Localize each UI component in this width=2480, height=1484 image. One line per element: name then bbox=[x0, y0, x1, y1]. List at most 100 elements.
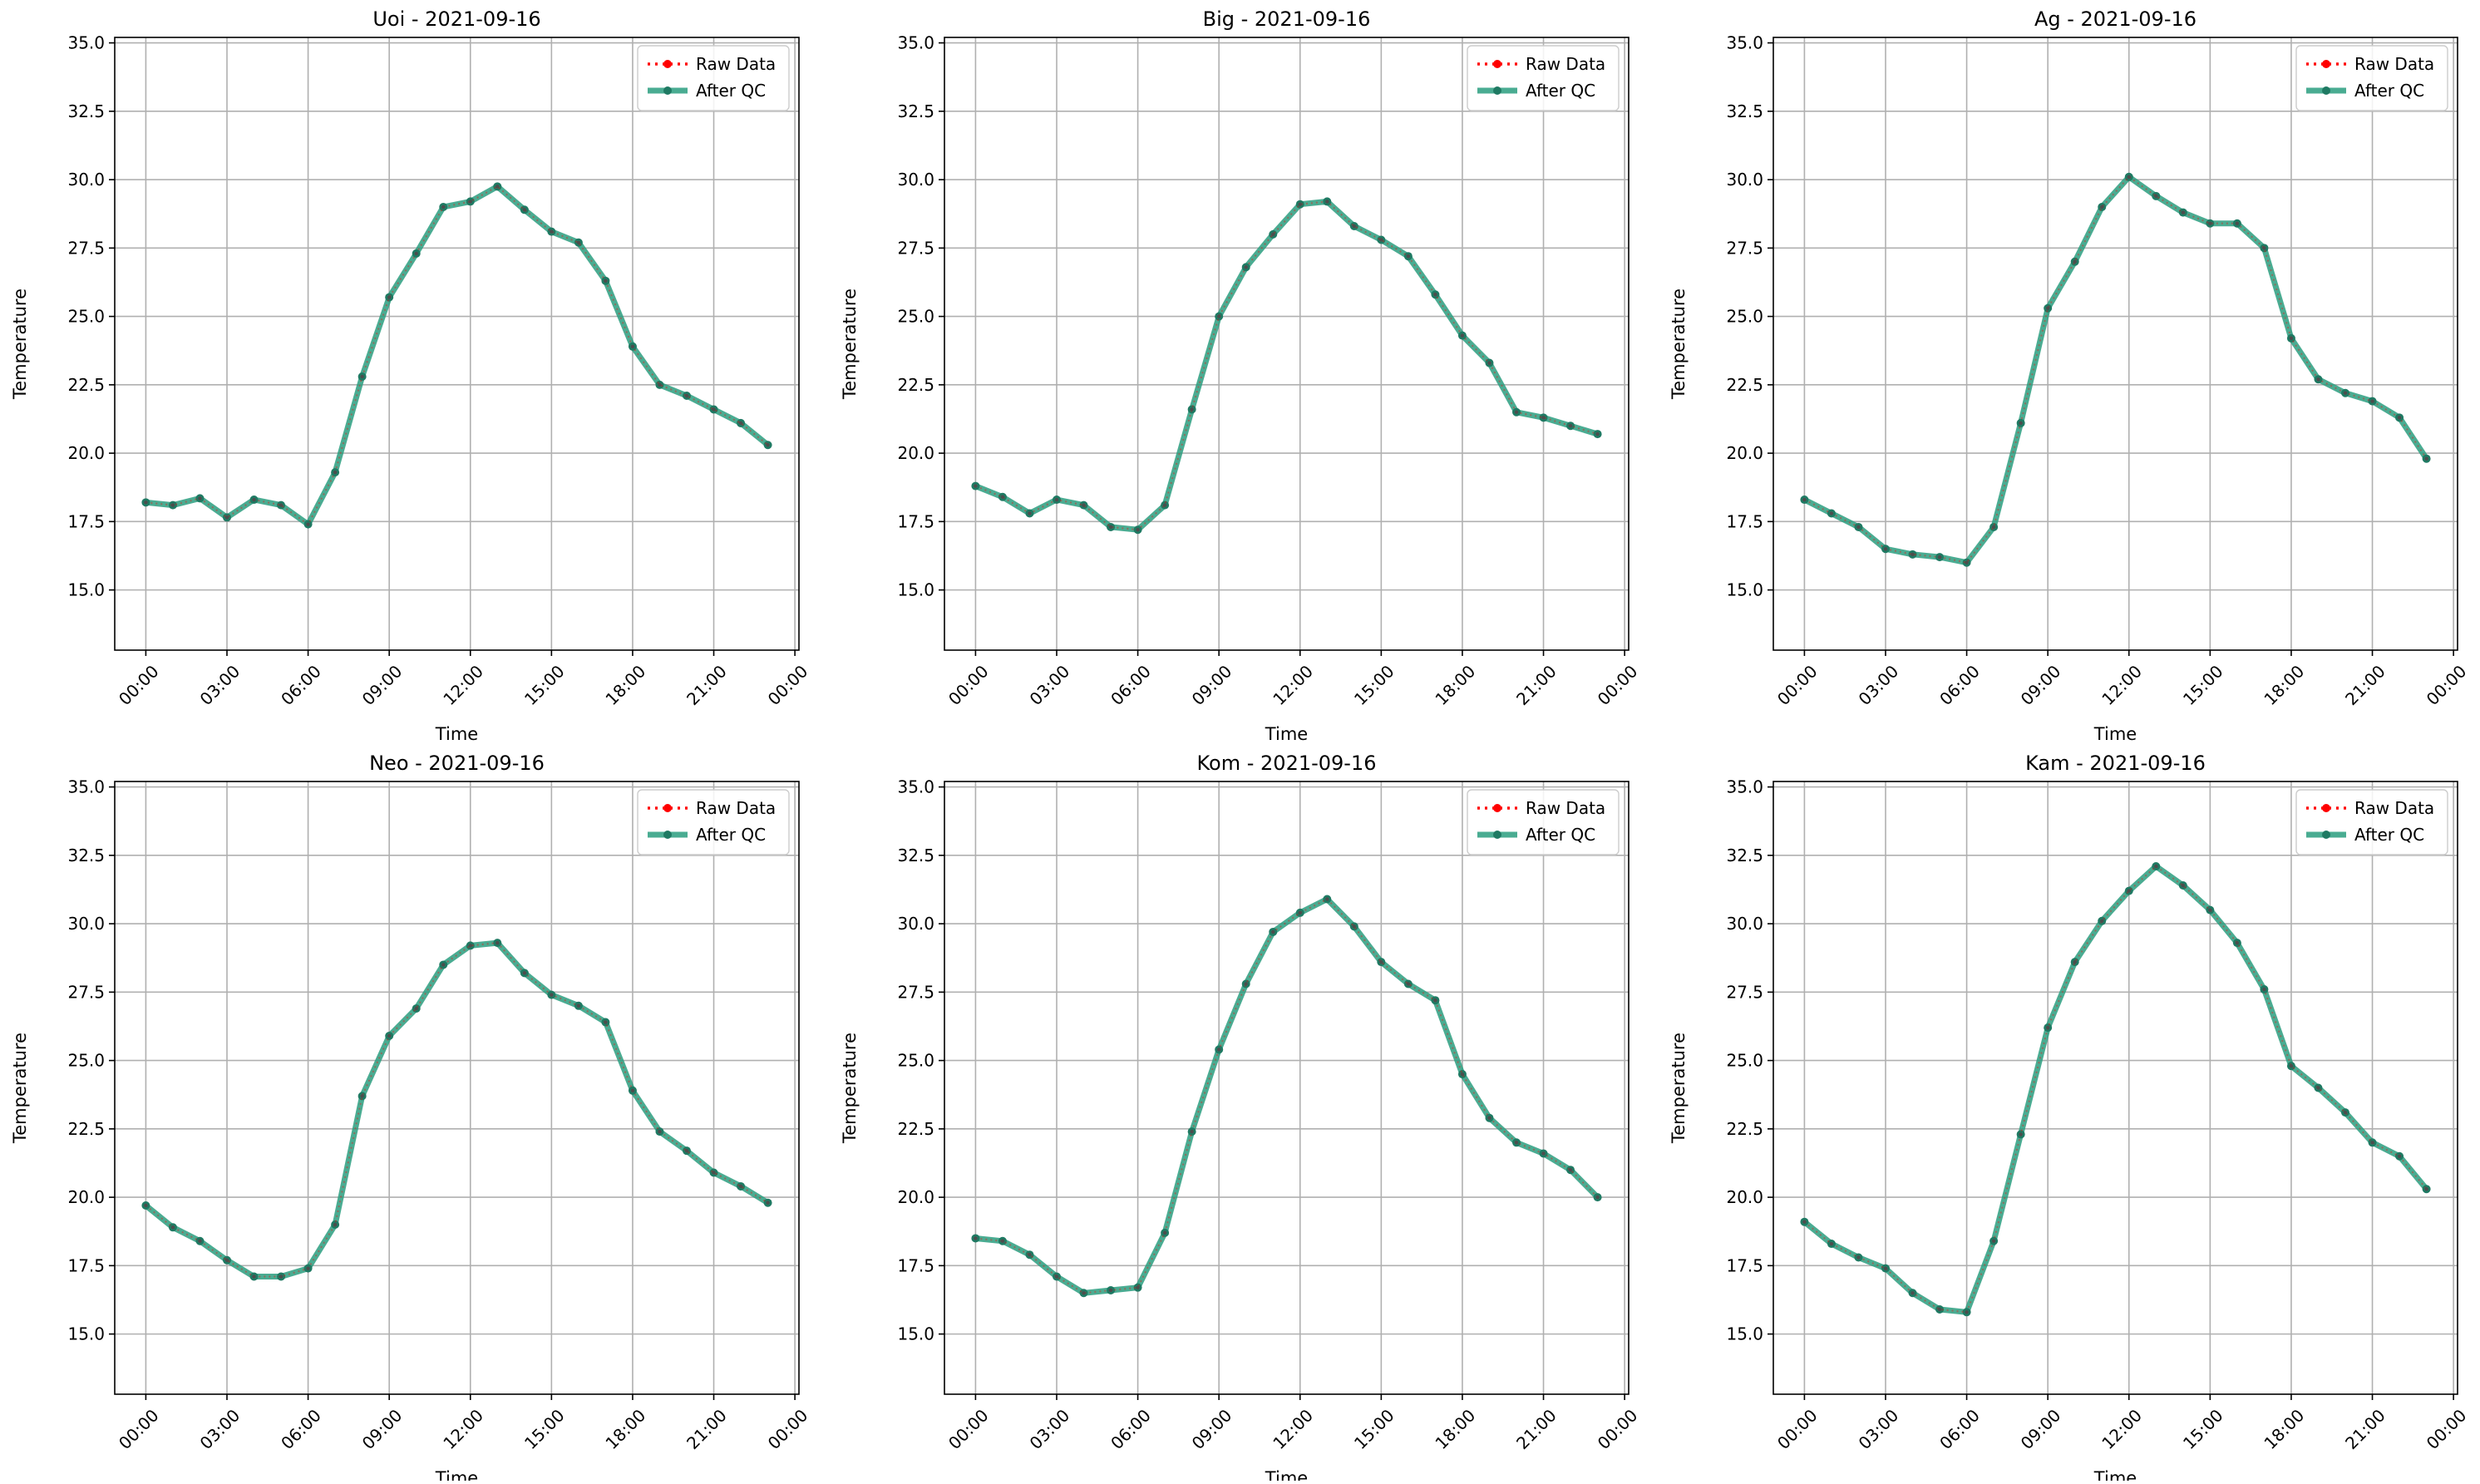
raw-data-point bbox=[306, 1266, 310, 1270]
y-tick-label: 32.5 bbox=[897, 101, 934, 121]
legend-after-qc-label: After QC bbox=[2354, 81, 2424, 101]
raw-data-point bbox=[2370, 1141, 2374, 1145]
raw-data-point bbox=[306, 522, 310, 526]
legend-raw-data-label: Raw Data bbox=[2354, 54, 2434, 74]
raw-data-point bbox=[684, 393, 689, 398]
x-tick-label: 12:00 bbox=[1269, 661, 1317, 709]
raw-data-point bbox=[712, 407, 716, 412]
x-tick-label: 03:00 bbox=[1026, 661, 1074, 709]
x-tick-label: 09:00 bbox=[2017, 1405, 2065, 1453]
raw-data-point bbox=[1595, 431, 1600, 436]
x-tick-label: 03:00 bbox=[1026, 1405, 1074, 1453]
raw-data-point bbox=[604, 279, 608, 283]
x-tick-label: 15:00 bbox=[2179, 661, 2227, 709]
raw-data-point bbox=[2181, 883, 2186, 888]
x-tick-label: 09:00 bbox=[1188, 661, 1236, 709]
x-tick-label: 18:00 bbox=[601, 1405, 649, 1453]
x-tick-label: 09:00 bbox=[358, 661, 407, 709]
x-tick-label: 06:00 bbox=[1107, 1405, 1155, 1453]
raw-data-point bbox=[198, 496, 202, 500]
raw-data-point bbox=[1937, 1307, 1942, 1312]
raw-data-point bbox=[441, 205, 446, 210]
raw-data-point bbox=[144, 1203, 148, 1208]
series-after-qc-line bbox=[975, 896, 1600, 1296]
raw-data-point bbox=[1829, 511, 1834, 515]
legend-after-qc-label: After QC bbox=[1526, 825, 1595, 845]
legend-after-qc-label: After QC bbox=[1526, 81, 1595, 101]
plot-area bbox=[1773, 781, 2458, 1394]
x-tick-label: 03:00 bbox=[1855, 661, 1903, 709]
legend-raw-data-marker bbox=[2322, 60, 2330, 68]
y-tick-label: 27.5 bbox=[897, 238, 934, 258]
legend-after-qc-marker bbox=[663, 86, 672, 95]
raw-data-point bbox=[1244, 982, 1248, 986]
raw-data-point bbox=[2127, 175, 2131, 179]
raw-data-point bbox=[1433, 293, 1437, 297]
raw-data-point bbox=[1460, 333, 1465, 338]
raw-data-point bbox=[1054, 1274, 1059, 1279]
raw-data-point bbox=[576, 1003, 581, 1008]
raw-data-point bbox=[1856, 1255, 1861, 1260]
y-tick-label: 25.0 bbox=[67, 307, 105, 327]
raw-data-point bbox=[1028, 511, 1032, 515]
raw-data-point bbox=[2045, 306, 2050, 310]
y-tick-label: 22.5 bbox=[897, 375, 934, 395]
y-tick-label: 25.0 bbox=[67, 1051, 105, 1071]
y-tick-label: 30.0 bbox=[1726, 170, 1763, 190]
raw-data-point bbox=[2316, 1086, 2320, 1090]
y-tick-label: 15.0 bbox=[897, 580, 934, 600]
plot-area bbox=[115, 37, 799, 650]
x-tick-label: 15:00 bbox=[1350, 661, 1398, 709]
x-tick-label: 06:00 bbox=[1935, 661, 1984, 709]
subplot-6: 00:00 03:00 06:00 09:00 12:00 15:00 18:00 21:00… bbox=[1669, 752, 2470, 1484]
y-tick-label: 25.0 bbox=[897, 307, 934, 327]
raw-data-point bbox=[496, 185, 500, 189]
grid bbox=[115, 37, 799, 650]
series-after-qc-line bbox=[144, 939, 770, 1279]
x-tick-label: 00:00 bbox=[1594, 661, 1642, 709]
raw-data-point bbox=[279, 503, 283, 507]
legend-after-qc-label: After QC bbox=[696, 81, 766, 101]
raw-data-point bbox=[1190, 1129, 1194, 1134]
raw-data-point bbox=[224, 515, 229, 520]
x-tick-label: 00:00 bbox=[2423, 661, 2471, 709]
y-tick-label: 27.5 bbox=[67, 238, 105, 258]
raw-data-point bbox=[360, 1094, 364, 1098]
x-tick-label: 21:00 bbox=[683, 1405, 731, 1453]
y-tick-label: 32.5 bbox=[67, 846, 105, 865]
raw-data-point bbox=[2045, 1025, 2050, 1030]
x-tick-label: 00:00 bbox=[1773, 1405, 1822, 1453]
raw-data-point bbox=[1514, 410, 1519, 414]
y-tick-label: 35.0 bbox=[897, 777, 934, 797]
series-after-qc-line bbox=[974, 198, 1599, 533]
raw-data-point bbox=[550, 993, 554, 997]
y-tick-label: 25.0 bbox=[1726, 1051, 1763, 1071]
y-tick-label: 25.0 bbox=[1726, 307, 1763, 327]
x-tick-label: 09:00 bbox=[1188, 1405, 1236, 1453]
raw-data-point bbox=[1829, 1241, 1834, 1246]
legend: Raw Data After QC bbox=[637, 789, 790, 855]
raw-data-point bbox=[224, 1258, 229, 1262]
series-after-qc-line bbox=[145, 183, 770, 528]
x-tick-label: 00:00 bbox=[764, 661, 812, 709]
series-raw-data-line bbox=[1803, 175, 2428, 564]
legend: Raw Data After QC bbox=[1467, 45, 1620, 111]
raw-data-point bbox=[333, 1222, 338, 1227]
raw-data-point bbox=[1541, 416, 1546, 420]
raw-data-point bbox=[2019, 421, 2023, 426]
series-raw-data-line bbox=[145, 185, 769, 526]
x-tick-label: 21:00 bbox=[1512, 661, 1560, 709]
raw-data-point bbox=[1298, 202, 1302, 206]
x-tick-label: 00:00 bbox=[764, 1405, 812, 1453]
raw-data-point bbox=[2262, 246, 2266, 250]
raw-data-point bbox=[2100, 919, 2104, 923]
raw-data-point bbox=[2289, 1063, 2294, 1068]
raw-data-point bbox=[604, 1020, 608, 1024]
x-tick-label: 21:00 bbox=[1512, 1405, 1560, 1453]
x-tick-label: 00:00 bbox=[1594, 1405, 1642, 1453]
legend: Raw Data After QC bbox=[637, 45, 790, 111]
x-axis-label: Time bbox=[2093, 1468, 2137, 1481]
raw-data-point bbox=[414, 1006, 418, 1011]
chart-title: Kam - 2021-09-16 bbox=[2025, 752, 2206, 775]
raw-data-point bbox=[1216, 314, 1221, 318]
